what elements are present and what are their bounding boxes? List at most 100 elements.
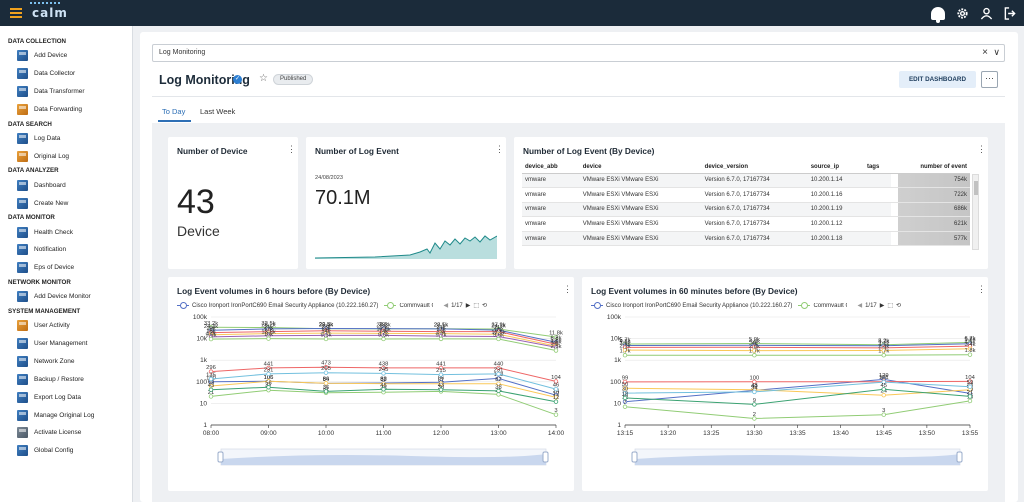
data-point[interactable] <box>381 365 386 371</box>
notification-bell-icon[interactable] <box>931 6 945 23</box>
card-menu-icon[interactable]: ⋮ <box>495 144 504 154</box>
data-point[interactable] <box>967 379 973 384</box>
data-zoom-left-handle[interactable] <box>631 451 638 463</box>
chevron-down-icon[interactable]: ∨ <box>993 47 1000 57</box>
table-row[interactable]: vmware VMware ESXi VMware ESXi Version 6.7… <box>522 173 970 189</box>
legend-prev-icon[interactable]: ◀ <box>857 303 863 309</box>
data-point[interactable] <box>496 365 501 371</box>
data-point[interactable] <box>438 365 444 371</box>
table-row[interactable]: vmware VMware ESXi VMware ESXi Version 6.7… <box>522 216 970 232</box>
series-line[interactable] <box>624 388 971 405</box>
sidebar-item-add-device-monitor[interactable]: Add Device Monitor <box>0 288 132 306</box>
sidebar-item-log-data[interactable]: Log Data <box>0 130 132 148</box>
series-line[interactable] <box>624 343 971 347</box>
line-chart-60m[interactable]: 1 10 100 1k 10k 100k 13:15 13:20 13:25 13:30 13:35… <box>582 313 988 491</box>
sidebar-item-notification[interactable]: Notification <box>0 241 132 259</box>
data-point[interactable] <box>438 372 444 377</box>
sidebar-item-data-transformer[interactable]: Data Transformer <box>0 83 132 101</box>
sidebar-item-network-zone[interactable]: Network Zone <box>0 352 132 370</box>
data-point[interactable] <box>622 404 628 409</box>
line-chart-6h[interactable]: 1 10 100 1k 10k 100k 08:00 09:00 10:00 11:00 12:00… <box>168 313 574 491</box>
data-point[interactable] <box>881 412 886 417</box>
data-point[interactable] <box>622 353 628 358</box>
data-point[interactable] <box>266 365 271 371</box>
series-line[interactable] <box>624 348 971 352</box>
data-point[interactable] <box>752 353 757 358</box>
table-row[interactable]: vmware VMware ESXi VMware ESXi Version 6.7… <box>522 187 970 203</box>
series-line[interactable] <box>624 341 971 346</box>
data-zoom-right-handle[interactable] <box>542 451 549 463</box>
data-point[interactable] <box>208 369 214 374</box>
data-point[interactable] <box>622 390 628 396</box>
card-menu-icon[interactable]: ⋮ <box>563 284 572 294</box>
series-line[interactable] <box>624 345 971 349</box>
dashboard-select[interactable]: Log Monitoring × ∨ <box>152 44 1005 62</box>
data-point[interactable] <box>496 376 501 381</box>
series-line[interactable] <box>624 378 971 403</box>
data-point[interactable] <box>752 416 757 421</box>
sidebar-item-health-check[interactable]: Health Check <box>0 223 132 241</box>
series-line[interactable] <box>624 400 971 420</box>
card-menu-icon[interactable]: ⋮ <box>977 284 986 294</box>
table-row[interactable]: vmware VMware ESXi VMware ESXi Version 6.7… <box>522 231 970 247</box>
sidebar-item-global-config[interactable]: Global Config <box>0 442 132 460</box>
data-point[interactable] <box>208 387 214 392</box>
data-point[interactable] <box>553 334 559 340</box>
data-point[interactable] <box>553 399 559 404</box>
data-point[interactable] <box>381 336 386 342</box>
sidebar-item-dashboard[interactable]: Dashboard <box>0 176 132 194</box>
data-point[interactable] <box>752 348 757 353</box>
zoom-select-icon[interactable]: ⬚ <box>887 303 894 309</box>
legend-next-icon[interactable]: ▶ <box>879 303 885 309</box>
card-menu-icon[interactable]: ⋮ <box>977 144 986 154</box>
legend-item[interactable]: Commvault Commvault <box>798 302 847 309</box>
tab-today[interactable]: To Day <box>162 107 186 116</box>
data-point[interactable] <box>438 381 444 386</box>
zoom-select-icon[interactable]: ⬚ <box>473 303 480 309</box>
column-header[interactable]: device_abb <box>522 161 580 174</box>
data-point[interactable] <box>553 379 559 384</box>
data-zoom-right-handle[interactable] <box>956 451 963 463</box>
settings-gear-icon[interactable] <box>956 7 969 20</box>
legend-item[interactable]: Commvault Commvault <box>384 302 433 309</box>
tab-last-week[interactable]: Last Week <box>200 107 236 116</box>
data-point[interactable] <box>438 387 444 392</box>
data-point[interactable] <box>208 336 214 342</box>
data-point[interactable] <box>553 386 559 392</box>
sidebar-item-export-log-data[interactable]: Export Log Data <box>0 388 132 406</box>
clear-icon[interactable]: × <box>982 47 988 58</box>
data-point[interactable] <box>881 379 886 385</box>
logout-icon[interactable] <box>1004 6 1016 20</box>
column-header[interactable]: device <box>579 161 702 174</box>
column-header[interactable]: number of event <box>891 161 970 174</box>
column-header[interactable]: tags <box>863 161 892 174</box>
sidebar-item-data-collector[interactable]: Data Collector <box>0 65 132 83</box>
series-line[interactable] <box>624 381 971 394</box>
sidebar-item-user-activity[interactable]: User Activity <box>0 317 132 335</box>
user-profile-icon[interactable] <box>980 7 993 20</box>
sidebar-item-manage-original-log[interactable]: Manage Original Log <box>0 406 132 424</box>
data-point[interactable] <box>266 371 271 377</box>
legend-item[interactable]: Cisco Ironport IronPortC690 Email Securi… <box>177 302 378 309</box>
data-point[interactable] <box>496 381 501 386</box>
data-point[interactable] <box>622 386 628 391</box>
data-point[interactable] <box>323 336 329 342</box>
table-scrollbar[interactable] <box>972 174 979 250</box>
data-point[interactable] <box>323 389 329 394</box>
series-line[interactable] <box>624 380 971 383</box>
more-options-button[interactable]: ··· <box>981 71 998 88</box>
legend-item[interactable]: Cisco Ironport IronPortC690 Email Securi… <box>591 302 792 309</box>
data-point[interactable] <box>496 371 501 377</box>
data-zoom-left-handle[interactable] <box>217 451 224 463</box>
series-line[interactable] <box>625 354 971 356</box>
zoom-reset-icon[interactable]: ⟲ <box>482 303 488 309</box>
favorite-star-icon[interactable]: ☆ <box>259 73 268 84</box>
data-point[interactable] <box>752 389 757 395</box>
edit-dashboard-button[interactable]: EDIT DASHBOARD <box>899 71 976 88</box>
data-point[interactable] <box>967 346 973 351</box>
data-point[interactable] <box>881 353 886 358</box>
data-point[interactable] <box>323 370 329 375</box>
data-point[interactable] <box>381 371 386 376</box>
data-point[interactable] <box>622 347 628 353</box>
data-point[interactable] <box>752 402 757 407</box>
